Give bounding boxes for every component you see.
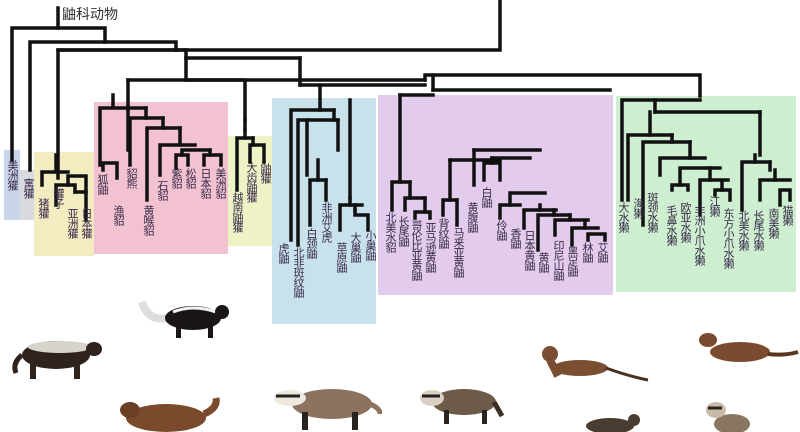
label-steppe-polecat: 草原鼬 bbox=[335, 242, 348, 272]
label-american-marten: 美洲貂 bbox=[214, 168, 227, 198]
label-hog-badger: 猪獾 bbox=[37, 198, 50, 218]
group-box-stink-badger bbox=[20, 170, 34, 220]
label-marine-otter: 猫獭 bbox=[781, 205, 794, 225]
long-tailed-weasel-illustration bbox=[542, 346, 649, 382]
label-large-toothed-ferret-badger: 大齿鼬獾 bbox=[245, 162, 258, 202]
label-neotropical-otter: 长尾水獭 bbox=[752, 210, 765, 250]
label-badger: 獾子 bbox=[52, 188, 65, 208]
wolverine-illustration bbox=[120, 397, 220, 432]
label-steppe-polecat-2: 艾鼬 bbox=[596, 242, 609, 262]
label-european-polecat: 林鼬 bbox=[581, 242, 594, 262]
label-yellow-bellied-weasel: 黄腹鼬 bbox=[466, 202, 479, 232]
label-japanese-badger: 日本獾 bbox=[80, 208, 93, 238]
label-asian-small-clawed-otter: 东方小爪水獭 bbox=[722, 208, 735, 268]
stoat-illustration bbox=[586, 414, 640, 432]
label-siberian-weasel: 黄鼬 bbox=[537, 252, 550, 272]
label-saharan-striped-polecat: 北非斑纹鼬 bbox=[292, 247, 305, 297]
label-amazon-weasel: 亚马逊黄鼬 bbox=[424, 222, 437, 272]
label-eurasian-otter: 欧亚水獭 bbox=[679, 202, 692, 242]
label-hairy-nosed-otter: 毛鼻水獭 bbox=[665, 205, 678, 245]
label-vietnam-ferret-badger: 越南鼬獾 bbox=[231, 192, 244, 232]
label-malayan-weasel: 马来亚黄鼬 bbox=[452, 227, 465, 277]
mink-illustration bbox=[699, 333, 799, 362]
label-ferret-badger: 鼬獾 bbox=[259, 163, 272, 183]
label-japanese-weasel: 日本黄鼬 bbox=[523, 230, 536, 270]
label-american-mink: 北美水貂 bbox=[384, 212, 397, 252]
label-yellow-throated-marten: 黄喉貂 bbox=[142, 205, 155, 235]
label-zorilla: 非洲艾虎 bbox=[320, 202, 333, 242]
diagram-title: 鼬科动物 bbox=[62, 7, 118, 23]
label-asian-badger: 亚洲獾 bbox=[66, 208, 79, 238]
group-box-weasels bbox=[378, 95, 613, 295]
label-pine-marten: 松貂 bbox=[184, 168, 197, 188]
european-badger-illustration bbox=[274, 389, 382, 430]
label-long-tailed-weasel: 长尾鼬 bbox=[397, 216, 410, 246]
group-box-otters bbox=[616, 96, 796, 292]
skunk-illustration bbox=[138, 300, 229, 338]
label-tayra: 狐鼬 bbox=[96, 174, 109, 194]
label-smooth-coated-otter: 江獭 bbox=[708, 196, 721, 216]
group-box-american-badger bbox=[4, 150, 20, 220]
label-japanese-marten: 日本貂 bbox=[199, 168, 212, 198]
label-black-footed-ferret: 黑足鼬 bbox=[566, 246, 579, 276]
label-lesser-grison: 小巢鼬 bbox=[364, 230, 377, 260]
american-badger-illustration bbox=[420, 389, 504, 424]
group-box-badgers bbox=[34, 152, 94, 256]
label-african-striped-weasel: 白颈鼬 bbox=[305, 228, 318, 258]
label-southern-river-otter: 南美獭 bbox=[767, 208, 780, 238]
label-spotted-necked-otter: 斑颈水獭 bbox=[646, 192, 659, 232]
label-colombian-weasel: 哥伦比亚黄鼬 bbox=[410, 220, 423, 280]
label-fisher: 渔貂 bbox=[112, 205, 125, 225]
label-wolverine: 貂熊 bbox=[125, 168, 138, 188]
label-beech-marten: 石貂 bbox=[156, 180, 169, 200]
label-mountain-weasel: 香鼬 bbox=[509, 228, 522, 248]
honey-badger-illustration bbox=[12, 341, 102, 379]
label-least-weasel: 伶鼬 bbox=[495, 220, 508, 240]
label-sable: 紫貂 bbox=[170, 168, 183, 188]
label-large-grison: 大巢鼬 bbox=[349, 232, 362, 262]
label-giant-otter: 大水獭 bbox=[617, 202, 630, 232]
label-stink-badger: 寓獾 bbox=[22, 178, 35, 198]
label-african-clawless-otter: 非洲小爪水獭 bbox=[693, 205, 706, 265]
label-american-badger: 美洲獾 bbox=[6, 160, 19, 190]
label-indonesian-mountain-weasel: 印尼山鼬 bbox=[552, 240, 565, 280]
ferret-illustration bbox=[706, 402, 750, 432]
label-sea-otter: 海獭 bbox=[632, 198, 645, 218]
label-back-striped-weasel: 背纹鼬 bbox=[437, 218, 450, 248]
label-stoat: 白鼬 bbox=[480, 187, 493, 207]
label-north-american-river-otter: 北美水獭 bbox=[737, 210, 750, 250]
label-marbled-polecat: 虎鼬 bbox=[277, 243, 290, 263]
